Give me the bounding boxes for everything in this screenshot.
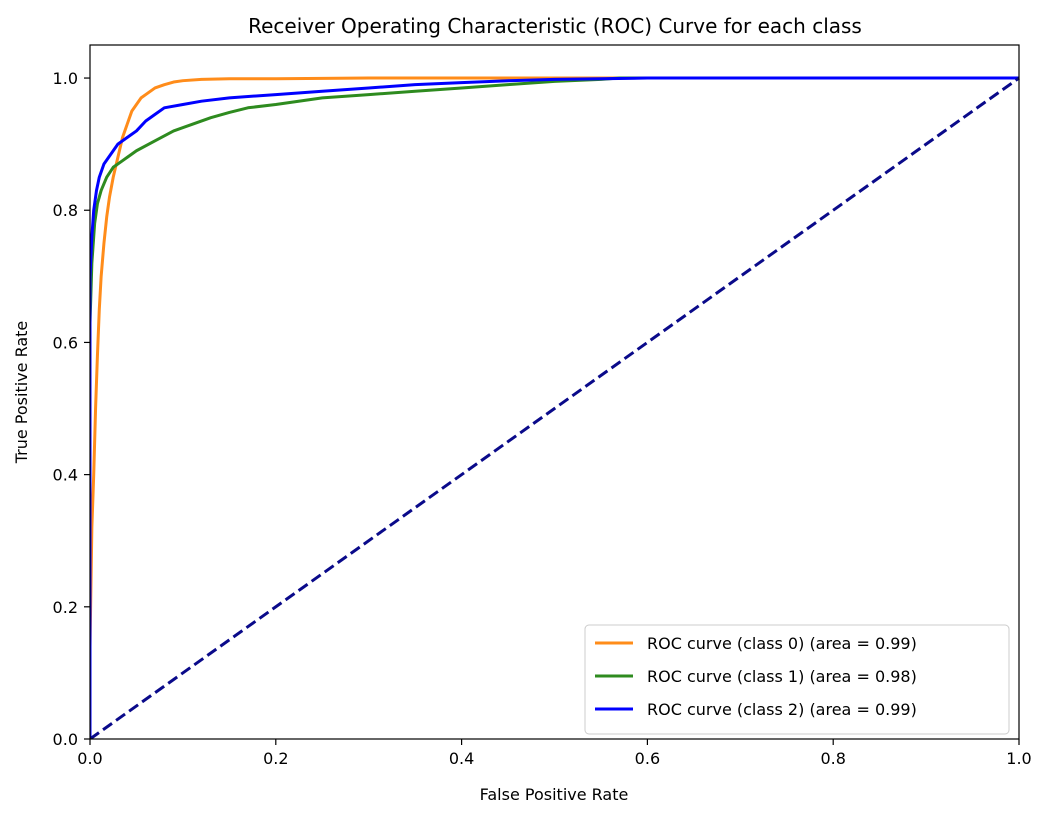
y-tick-label: 0.0 — [53, 730, 78, 749]
x-tick-label: 0.6 — [635, 749, 660, 768]
plot-frame — [89, 44, 1020, 740]
x-axis-label: False Positive Rate — [480, 785, 629, 804]
x-tick-label: 0.8 — [820, 749, 845, 768]
x-tick-label: 0.2 — [263, 749, 288, 768]
series-line-class-1 — [90, 76, 1019, 739]
legend-box — [584, 624, 1010, 735]
y-tick-label: 0.4 — [53, 466, 78, 485]
y-axis: 0.0 0.2 0.4 0.6 0.8 1.0 — [53, 69, 90, 749]
y-axis-label: True Positive Rate — [12, 321, 31, 465]
chance-diagonal-line — [90, 76, 1020, 739]
legend-entry-label: ROC curve (class 2) (area = 0.99) — [647, 700, 917, 719]
x-tick-label: 0.4 — [449, 749, 474, 768]
legend: ROC curve (class 0) (area = 0.99) ROC cur… — [584, 624, 1010, 735]
series-line-class-0 — [90, 76, 1019, 739]
series-line-class-2 — [90, 76, 1019, 739]
y-tick-label: 0.6 — [53, 333, 78, 352]
x-axis: 0.0 0.2 0.4 0.6 0.8 1.0 — [77, 739, 1032, 768]
legend-entry-label: ROC curve (class 0) (area = 0.99) — [647, 634, 917, 653]
y-tick-label: 0.2 — [53, 598, 78, 617]
plot-area — [90, 76, 1020, 739]
legend-entry-label: ROC curve (class 1) (area = 0.98) — [647, 667, 917, 686]
chart-title: Receiver Operating Characteristic (ROC) … — [248, 14, 862, 38]
y-tick-label: 0.8 — [53, 201, 78, 220]
y-tick-label: 1.0 — [53, 69, 78, 88]
x-tick-label: 0.0 — [77, 749, 102, 768]
x-tick-label: 1.0 — [1006, 749, 1031, 768]
